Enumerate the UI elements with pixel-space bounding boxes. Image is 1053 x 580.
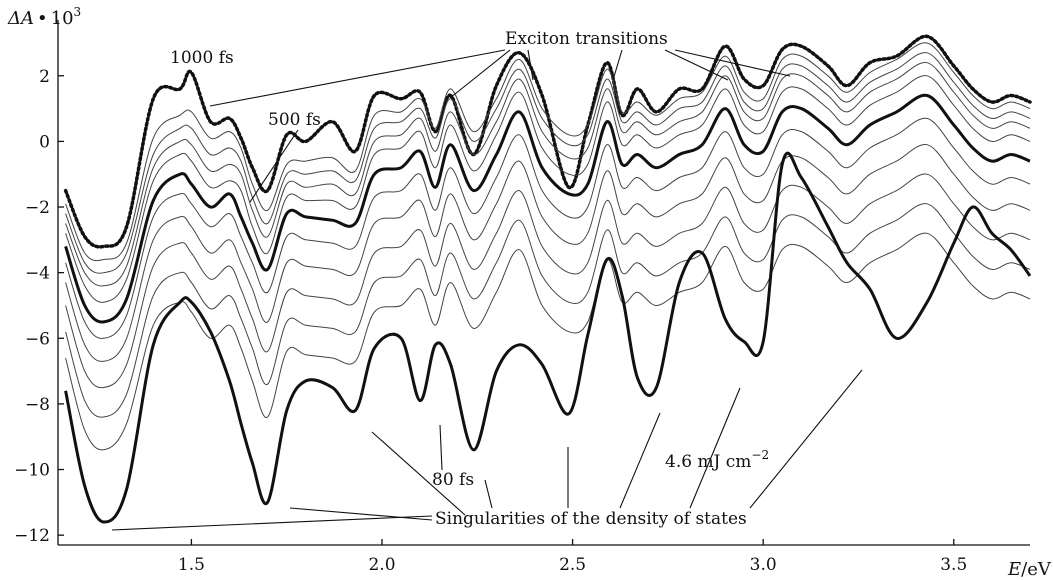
y-tick-label: −4 [25, 264, 50, 284]
x-tick-label: 1.5 [178, 555, 205, 575]
curve-10 [65, 232, 1031, 451]
annotation-leader-line [449, 49, 511, 99]
x-tick-label: 3.5 [940, 555, 967, 575]
curve-80fs [64, 151, 1032, 524]
annotation-1000fs: 1000 fs [170, 48, 234, 68]
x-tick-label: 3.0 [750, 555, 777, 575]
curve-6 [65, 117, 1031, 339]
curve-2 [65, 52, 1031, 274]
annotation-leader-line [249, 129, 299, 203]
y-axis-base: 10 [51, 8, 74, 29]
annotation-fluence-exp: −2 [751, 448, 769, 462]
x-ticks: 1.5 2.0 2.5 3.0 3.5 [178, 539, 967, 575]
annotation-leader-line [371, 431, 466, 516]
svg-text:ΔA•103: ΔA • 103 [7, 5, 81, 29]
annotation-leaders [111, 49, 863, 531]
annotation-leader-line [527, 49, 534, 81]
annotation-80fs: 80 fs [432, 470, 474, 490]
y-ticks: 2 0 −2 −4 −6 −8 −10 −12 [14, 67, 64, 546]
y-tick-label: −2 [25, 198, 50, 218]
y-tick-label: −8 [25, 395, 50, 415]
annotation-leader-line [674, 49, 791, 77]
axes [57, 20, 1030, 546]
curve-500fs [64, 93, 1031, 324]
curve-4 [65, 75, 1031, 303]
annotation-fluence: 4.6 mJ cm−2 [665, 448, 769, 472]
curve-7 [65, 144, 1031, 362]
y-tick-label: −6 [25, 329, 50, 349]
annotation-leader-line [209, 49, 506, 107]
curve-9 [65, 203, 1031, 418]
curve-3 [65, 62, 1031, 287]
y-tick-label: 2 [39, 67, 50, 87]
spectral-curves [63, 34, 1032, 524]
y-axis-dot: • [37, 8, 48, 29]
annotation-leader-line [664, 49, 729, 81]
annotation-fluence-base: 4.6 mJ cm [665, 452, 751, 472]
x-axis-symbol: E [1007, 559, 1021, 580]
x-tick-label: 2.5 [559, 555, 586, 575]
x-tick-label: 2.0 [368, 555, 395, 575]
annotation-leader-line [689, 387, 741, 509]
y-axis-symbol: ΔA [7, 8, 34, 29]
annotation-500fs: 500 fs [268, 110, 321, 130]
x-axis-unit: /eV [1021, 559, 1052, 580]
curve-8 [65, 173, 1031, 389]
y-tick-label: −10 [14, 461, 50, 481]
annotation-leader-line [749, 369, 863, 509]
annotation-leader-line [439, 424, 443, 471]
svg-text:E/eV: E/eV [1007, 559, 1052, 580]
x-axis-title: E/eV [1007, 559, 1052, 580]
curve-1 [65, 42, 1031, 262]
annotation-leader-line [289, 507, 433, 521]
annotation-exciton-transitions: Exciton transitions [505, 29, 668, 49]
y-axis-exp: 3 [74, 5, 82, 19]
annotation-leader-line [111, 515, 433, 531]
annotation-leader-line [612, 49, 623, 81]
curve-1000fs [63, 34, 1032, 249]
y-axis-title: ΔA • 103 [7, 5, 81, 29]
annotation-leader-line [484, 479, 493, 509]
annotations: 1000 fs 500 fs Exciton transitions 80 fs… [170, 29, 769, 529]
annotation-leader-line [619, 412, 661, 509]
y-tick-label: −12 [14, 526, 50, 546]
annotation-singularities: Singularities of the density of states [435, 509, 747, 529]
y-tick-label: 0 [39, 132, 50, 152]
